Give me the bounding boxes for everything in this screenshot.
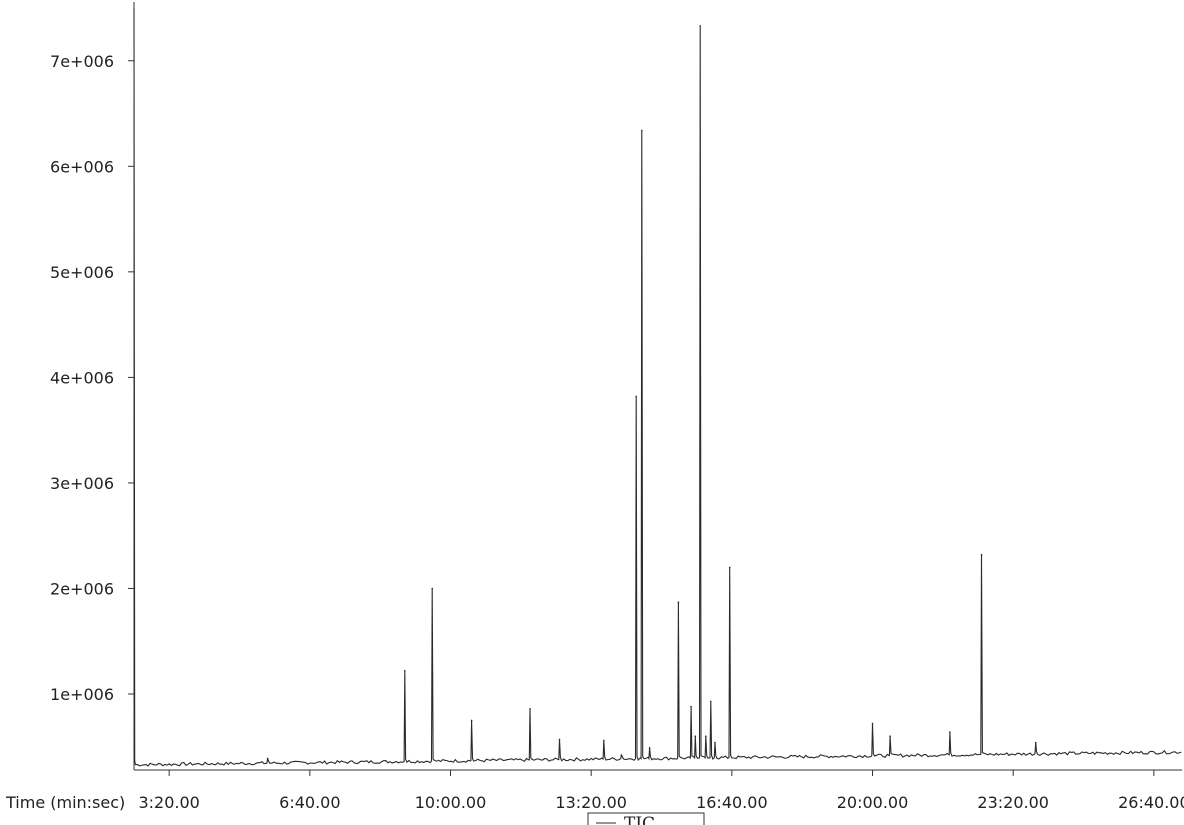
- peak-point: [641, 129, 643, 132]
- x-tick-label: 6:40.00: [279, 793, 340, 812]
- peak-point: [403, 669, 406, 672]
- y-tick-label: 4e+006: [50, 368, 114, 387]
- x-tick-label: 3:20.00: [138, 793, 199, 812]
- peak-point: [699, 25, 702, 27]
- peak-point: [709, 700, 712, 703]
- x-tick-label: 23:20.00: [977, 793, 1049, 812]
- peak-point: [889, 735, 891, 738]
- x-tick-label: 16:40.00: [696, 793, 768, 812]
- legend: TIC: [587, 812, 705, 825]
- y-axis-ticks: 1e+006 2e+006 3e+006 4e+006 5e+006 6e+006 7e+0…: [50, 52, 134, 704]
- x-tick-label: 26:40.00: [1118, 793, 1184, 812]
- x-tick-label: 13:20.00: [555, 793, 627, 812]
- peak-point: [470, 719, 473, 722]
- series-line-tic: [133, 7, 1182, 767]
- x-tick-label: 20:00.00: [837, 793, 909, 812]
- peak-point: [266, 757, 269, 760]
- y-tick-label: 3e+006: [50, 474, 114, 493]
- peak-point: [871, 722, 874, 725]
- peak-point: [694, 735, 697, 738]
- peak-point: [603, 739, 605, 742]
- legend-box: [587, 812, 705, 825]
- peak-point: [648, 747, 651, 749]
- peak-point: [431, 587, 434, 590]
- peak-point: [1034, 741, 1037, 744]
- x-axis-ticks: 3:20.00 6:40.00 10:00.00 13:20.00 16:40.00 20…: [138, 770, 1184, 812]
- axes: [133, 2, 1182, 771]
- peak-point: [620, 754, 623, 757]
- x-tick-label: 10:00.00: [415, 793, 487, 812]
- peak-point: [635, 395, 637, 398]
- peak-point: [558, 738, 561, 741]
- y-tick-label: 6e+006: [50, 157, 114, 176]
- peak-point: [529, 707, 531, 710]
- peak-point: [714, 741, 716, 744]
- peak-point: [690, 705, 692, 708]
- peak-point: [677, 601, 680, 603]
- legend-label-tic: TIC: [624, 814, 655, 825]
- y-tick-label: 5e+006: [50, 263, 114, 282]
- series-layer: [133, 7, 1182, 767]
- y-tick-label: 2e+006: [50, 579, 114, 598]
- peak-point: [949, 731, 951, 733]
- peak-point: [705, 735, 707, 738]
- peak-point: [728, 566, 731, 569]
- peak-point: [980, 553, 983, 556]
- x-axis-label: Time (min:sec): [5, 793, 125, 812]
- y-tick-label: 1e+006: [50, 685, 114, 704]
- y-tick-label: 7e+006: [50, 52, 114, 71]
